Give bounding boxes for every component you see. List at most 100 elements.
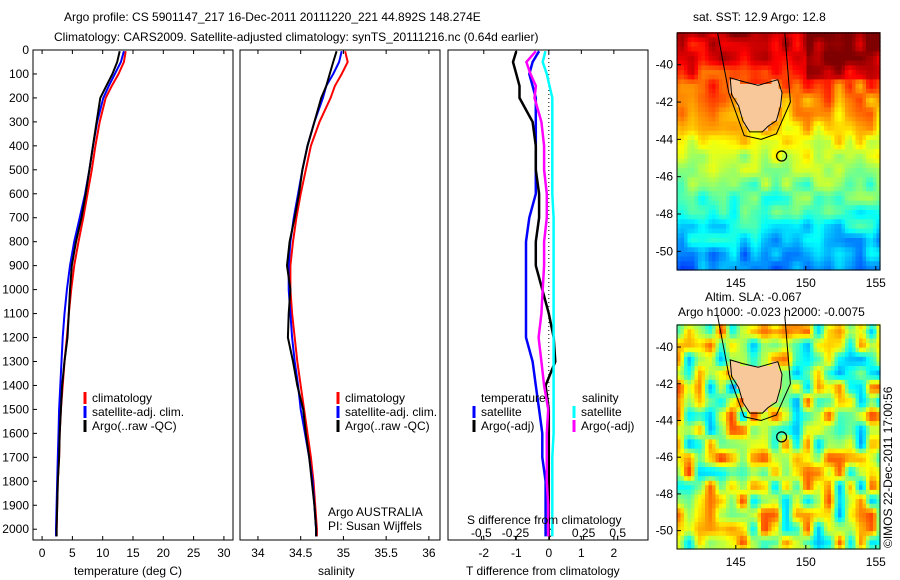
data-cell (827, 158, 832, 164)
data-cell (841, 195, 846, 201)
data-cell (684, 379, 689, 385)
data-cell (705, 265, 710, 271)
data-cell (873, 55, 878, 61)
data-cell (792, 397, 797, 403)
data-cell (852, 232, 857, 238)
data-cell (736, 186, 741, 192)
data-cell (750, 466, 755, 472)
data-cell (771, 466, 776, 472)
data-cell (785, 507, 790, 513)
data-cell (712, 69, 717, 75)
data-cell (736, 484, 741, 490)
data-cell (677, 55, 682, 61)
data-cell (747, 223, 752, 229)
data-cell (757, 434, 762, 440)
data-cell (771, 475, 776, 481)
data-cell (698, 489, 703, 495)
data-cell (757, 457, 762, 463)
data-cell (715, 130, 720, 136)
data-cell (764, 434, 769, 440)
data-cell (726, 535, 731, 541)
data-cell (799, 83, 804, 89)
data-cell (687, 471, 692, 477)
data-cell (764, 32, 769, 38)
data-cell (806, 134, 811, 140)
data-cell (684, 60, 689, 66)
data-cell (684, 535, 689, 541)
data-cell (712, 92, 717, 98)
data-cell (729, 214, 734, 220)
data-cell (680, 153, 685, 159)
data-cell (680, 186, 685, 192)
data-cell (715, 144, 720, 150)
data-cell (862, 64, 867, 70)
data-cell (733, 452, 738, 458)
data-cell (712, 46, 717, 52)
data-cell (841, 36, 846, 42)
data-cell (677, 397, 682, 403)
data-cell (834, 69, 839, 75)
data-cell (859, 41, 864, 47)
data-cell (827, 97, 832, 103)
data-cell (775, 46, 780, 52)
data-cell (684, 172, 689, 178)
data-cell (740, 32, 745, 38)
data-cell (712, 265, 717, 271)
data-cell (701, 60, 706, 66)
data-cell (817, 181, 822, 187)
data-cell (869, 260, 874, 266)
data-cell (694, 347, 699, 353)
data-cell (743, 60, 748, 66)
data-cell (796, 544, 801, 550)
data-cell (712, 535, 717, 541)
data-cell (768, 228, 773, 234)
data-cell (736, 223, 741, 229)
data-cell (677, 544, 682, 550)
data-cell (726, 503, 731, 509)
data-cell (733, 246, 738, 252)
data-cell (680, 214, 685, 220)
data-cell (876, 181, 881, 187)
data-cell (726, 438, 731, 444)
data-cell (789, 69, 794, 75)
data-cell (736, 190, 741, 196)
data-cell (701, 32, 706, 38)
data-cell (827, 139, 832, 145)
sst-map-frame (676, 32, 881, 271)
data-cell (733, 351, 738, 357)
x-tick-label: -1 (511, 546, 522, 560)
data-cell (747, 484, 752, 490)
data-cell (869, 148, 874, 154)
data-cell (824, 111, 829, 117)
data-cell (687, 466, 692, 472)
data-cell (768, 425, 773, 431)
land-cell (740, 379, 745, 385)
data-cell (810, 36, 815, 42)
data-cell (698, 167, 703, 173)
data-cell (859, 102, 864, 108)
data-cell (743, 130, 748, 136)
data-cell (852, 190, 857, 196)
data-cell (855, 204, 860, 210)
data-cell (698, 78, 703, 84)
data-cell (743, 443, 748, 449)
data-cell (771, 209, 776, 215)
data-cell (722, 383, 727, 389)
data-cell (712, 438, 717, 444)
data-cell (687, 484, 692, 490)
data-cell (729, 55, 734, 61)
data-cell (845, 46, 850, 52)
data-cell (782, 97, 787, 103)
data-cell (733, 443, 738, 449)
data-cell (873, 106, 878, 112)
data-cell (782, 512, 787, 518)
data-cell (810, 41, 815, 47)
data-cell (754, 507, 759, 513)
data-cell (743, 144, 748, 150)
data-cell (729, 144, 734, 150)
data-cell (729, 328, 734, 334)
data-cell (736, 434, 741, 440)
data-cell (778, 498, 783, 504)
data-cell (848, 181, 853, 187)
data-cell (743, 246, 748, 252)
